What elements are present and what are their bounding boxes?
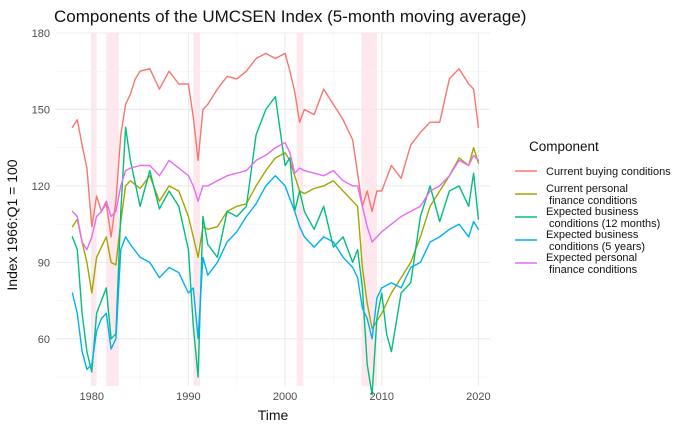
- x-tick-label: 2010: [369, 391, 393, 403]
- y-tick-label: 120: [32, 181, 50, 193]
- legend-label: conditions (12 months): [546, 218, 660, 230]
- x-tick-label: 2020: [466, 391, 490, 403]
- y-axis-title: Index 1966:Q1 = 100: [4, 159, 20, 290]
- series-line: [71, 52, 480, 238]
- x-tick-label: 1990: [176, 391, 200, 403]
- y-tick-label: 150: [32, 104, 50, 116]
- series-line: [71, 95, 480, 396]
- recession-shading: [91, 33, 377, 386]
- y-tick-label: 180: [32, 28, 50, 40]
- legend-label: Expected business: [546, 229, 639, 241]
- x-tick-label: 2000: [273, 391, 297, 403]
- recession-band: [296, 33, 304, 386]
- legend-item: Expected personal finance conditions: [515, 252, 638, 276]
- recession-band: [193, 33, 201, 386]
- legend-label: Expected personal: [546, 252, 637, 264]
- recession-band: [106, 33, 119, 386]
- legend-label: finance conditions: [546, 195, 638, 207]
- legend-label: finance conditions: [546, 264, 638, 276]
- legend-item: Current personal finance conditions: [515, 183, 638, 207]
- x-axis-title: Time: [258, 407, 289, 423]
- series-line: [71, 146, 480, 330]
- series-line: [71, 141, 480, 251]
- tick-labels: 60 90 120 150 180 1980 1990 2000 2010 2020: [32, 28, 491, 403]
- legend: Component Current buying conditions Curre…: [515, 139, 671, 276]
- legend-item: Current buying conditions: [515, 166, 671, 178]
- x-tick-label: 1980: [80, 391, 104, 403]
- y-tick-label: 60: [38, 334, 50, 346]
- legend-item: Expected business conditions (12 months): [515, 206, 660, 230]
- series-lines: [71, 52, 480, 396]
- grid: [56, 32, 490, 386]
- legend-label: Current personal: [546, 183, 628, 195]
- recession-band: [361, 33, 377, 386]
- y-tick-label: 90: [38, 257, 50, 269]
- series-line: [71, 174, 480, 371]
- chart-title: Components of the UMCSEN Index (5-month …: [54, 7, 526, 26]
- legend-item: Expected business conditions (5 years): [515, 229, 645, 253]
- legend-label: conditions (5 years): [546, 241, 645, 253]
- legend-title: Component: [529, 139, 599, 154]
- legend-label: Expected business: [546, 206, 639, 218]
- legend-label: Current buying conditions: [546, 166, 671, 178]
